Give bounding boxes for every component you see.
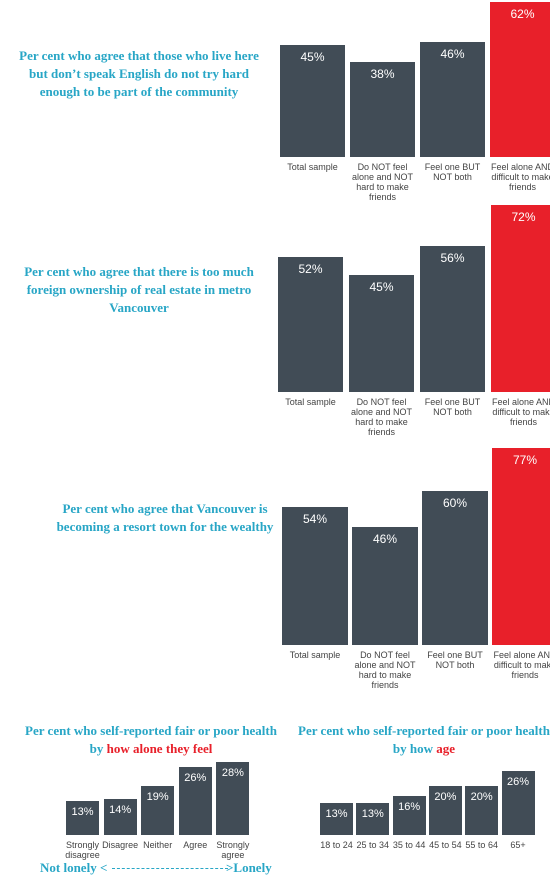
bar: 77% (492, 447, 550, 645)
chart-title: Per cent who self-reported fair or poor … (298, 722, 550, 758)
value-label: 20% (434, 791, 457, 803)
title-highlight: how alone they feel (106, 741, 213, 756)
value-label: 62% (510, 7, 535, 21)
value-label: 60% (442, 496, 468, 511)
value-label: 54% (302, 511, 328, 526)
value-label: 20% (470, 791, 493, 803)
category-label: Total sample (287, 162, 338, 172)
category-label: Total sample (285, 397, 336, 407)
value-label: 46% (372, 532, 398, 547)
bar: 54% (282, 506, 348, 645)
value-label: 19% (146, 790, 169, 803)
value-label: 13% (71, 806, 94, 819)
bar: 45% (280, 44, 345, 157)
bar: 28% (216, 762, 250, 835)
category-label: Strongly agree (216, 840, 250, 860)
bar: 26% (178, 767, 212, 835)
title-highlight: age (436, 741, 456, 756)
category-label: Strongly disagree (65, 840, 100, 860)
category-label: Do NOT feel alone and NOT hard to make f… (350, 397, 413, 437)
value-label: 14% (109, 803, 132, 816)
value-label: 13% (361, 808, 384, 821)
arrow-line (112, 868, 228, 869)
bar: 20% (428, 786, 462, 835)
bar: 62% (490, 2, 550, 157)
bar: 14% (103, 798, 137, 835)
title-text: Per cent who self-reported fair or poor … (298, 723, 550, 756)
title-text: Per cent who agree that there is too muc… (24, 264, 254, 315)
bar: 60% (422, 491, 488, 645)
bar: 13% (356, 803, 390, 835)
category-label: Total sample (289, 650, 341, 660)
value-label: 77% (512, 452, 538, 467)
bar: 56% (420, 246, 485, 392)
bar: 45% (349, 275, 414, 392)
value-label: 26% (184, 772, 207, 785)
bar: 52% (278, 256, 343, 392)
value-label: 46% (440, 47, 465, 61)
category-label: 45 to 54 (429, 840, 462, 850)
bar: 13% (320, 803, 353, 835)
category-label: Feel alone AND difficult to make friends (490, 162, 550, 192)
category-label: 35 to 44 (392, 840, 426, 850)
chart-title: Per cent who agree that those who live h… (10, 47, 268, 101)
category-label: Feel alone AND difficult to make friends (491, 397, 550, 427)
category-label: 25 to 34 (356, 840, 390, 850)
value-label: 56% (440, 251, 465, 266)
category-label: 18 to 24 (320, 840, 353, 850)
category-label: Feel alone AND difficult to make friends (493, 650, 550, 680)
bar: 26% (501, 771, 535, 835)
value-label: 28% (221, 767, 244, 780)
category-label: Disagree (102, 840, 139, 850)
category-label: Neither (143, 840, 173, 850)
category-label: Feel one BUT NOT both (424, 397, 481, 417)
category-label: Feel one BUT NOT both (427, 650, 483, 670)
title-text: Per cent who self-reported fair or poor … (25, 723, 277, 756)
annotation: >Lonely (226, 860, 272, 875)
category-label: Do NOT feel alone and NOT hard to make f… (351, 162, 414, 202)
category-label: 65+ (510, 840, 526, 850)
value-label: 38% (370, 67, 395, 81)
bar: 72% (491, 204, 550, 392)
value-label: 45% (369, 280, 394, 294)
value-label: 72% (511, 209, 536, 224)
value-label: 45% (300, 49, 325, 64)
chart-title: Per cent who agree that there is too muc… (10, 263, 268, 317)
title-text: Per cent who agree that Vancouver is bec… (56, 501, 274, 534)
annotation: Not lonely < (40, 860, 108, 875)
bar: 20% (465, 786, 499, 835)
bar: 38% (350, 62, 415, 157)
bar: 19% (141, 785, 175, 835)
bar: 16% (392, 795, 426, 835)
category-label: 55 to 64 (465, 840, 498, 850)
category-label: Feel one BUT NOT both (424, 162, 481, 182)
title-text: Per cent who agree that those who live h… (19, 48, 259, 99)
chart-title: Per cent who agree that Vancouver is bec… (40, 500, 290, 536)
category-label: Do NOT feel alone and NOT hard to make f… (354, 650, 416, 690)
bar: 46% (420, 42, 485, 157)
category-label: Agree (183, 840, 208, 850)
value-label: 52% (298, 261, 323, 276)
bar: 13% (66, 801, 99, 835)
value-label: 16% (398, 800, 421, 813)
chart-title: Per cent who self-reported fair or poor … (20, 722, 282, 758)
bar: 46% (352, 527, 418, 645)
value-label: 13% (325, 808, 348, 821)
value-label: 26% (506, 776, 530, 789)
